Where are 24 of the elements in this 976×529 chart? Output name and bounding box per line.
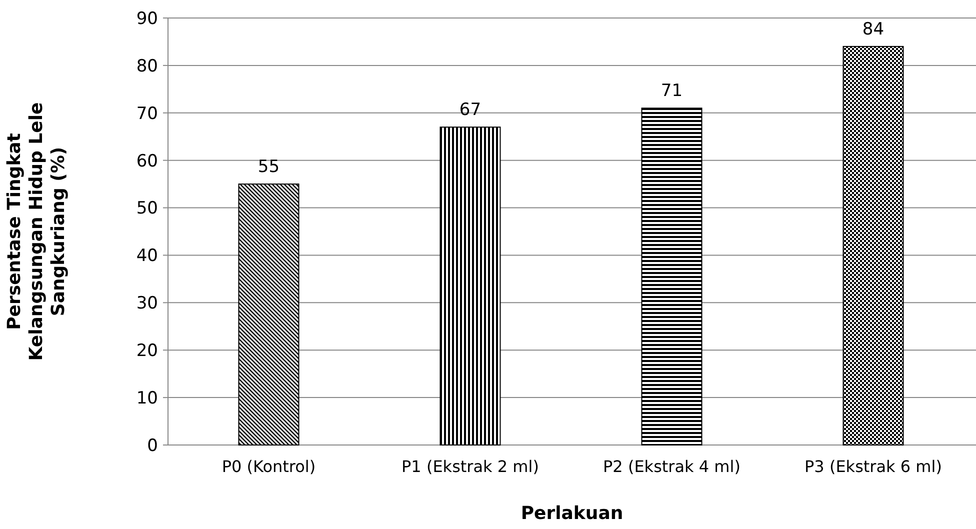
data-label: 84 xyxy=(862,19,884,40)
data-label: 55 xyxy=(258,157,280,178)
y-tick-label: 40 xyxy=(136,246,158,266)
y-tick-label: 60 xyxy=(136,151,158,172)
y-tick-label: 50 xyxy=(136,198,158,219)
x-tick-label: P0 (Kontrol) xyxy=(222,457,316,476)
y-tick-label: 0 xyxy=(147,436,158,456)
y-tick-label: 80 xyxy=(136,56,158,76)
y-tick-label: 30 xyxy=(136,294,158,314)
y-tick-label: 10 xyxy=(136,388,158,409)
bar xyxy=(842,46,904,446)
bar xyxy=(641,108,702,446)
data-label: 67 xyxy=(459,100,482,120)
y-axis-title: Persentase Tingkat Kelangsungan Hidup Lele Sangkuriang (%) xyxy=(4,102,69,361)
y-tick-label: 70 xyxy=(136,104,158,124)
data-label: 71 xyxy=(660,81,683,102)
x-tick-label: P1 (Ekstrak 2 ml) xyxy=(402,457,539,476)
bar xyxy=(440,126,501,446)
y-tick-label: 90 xyxy=(136,8,158,29)
bar xyxy=(238,184,300,446)
x-tick-label: P3 (Ekstrak 6 ml) xyxy=(804,457,942,476)
x-axis-title: Perlakuan xyxy=(520,503,624,524)
y-tick-label: 20 xyxy=(136,341,158,362)
x-tick-label: P2 (Ekstrak 4 ml) xyxy=(603,457,740,476)
